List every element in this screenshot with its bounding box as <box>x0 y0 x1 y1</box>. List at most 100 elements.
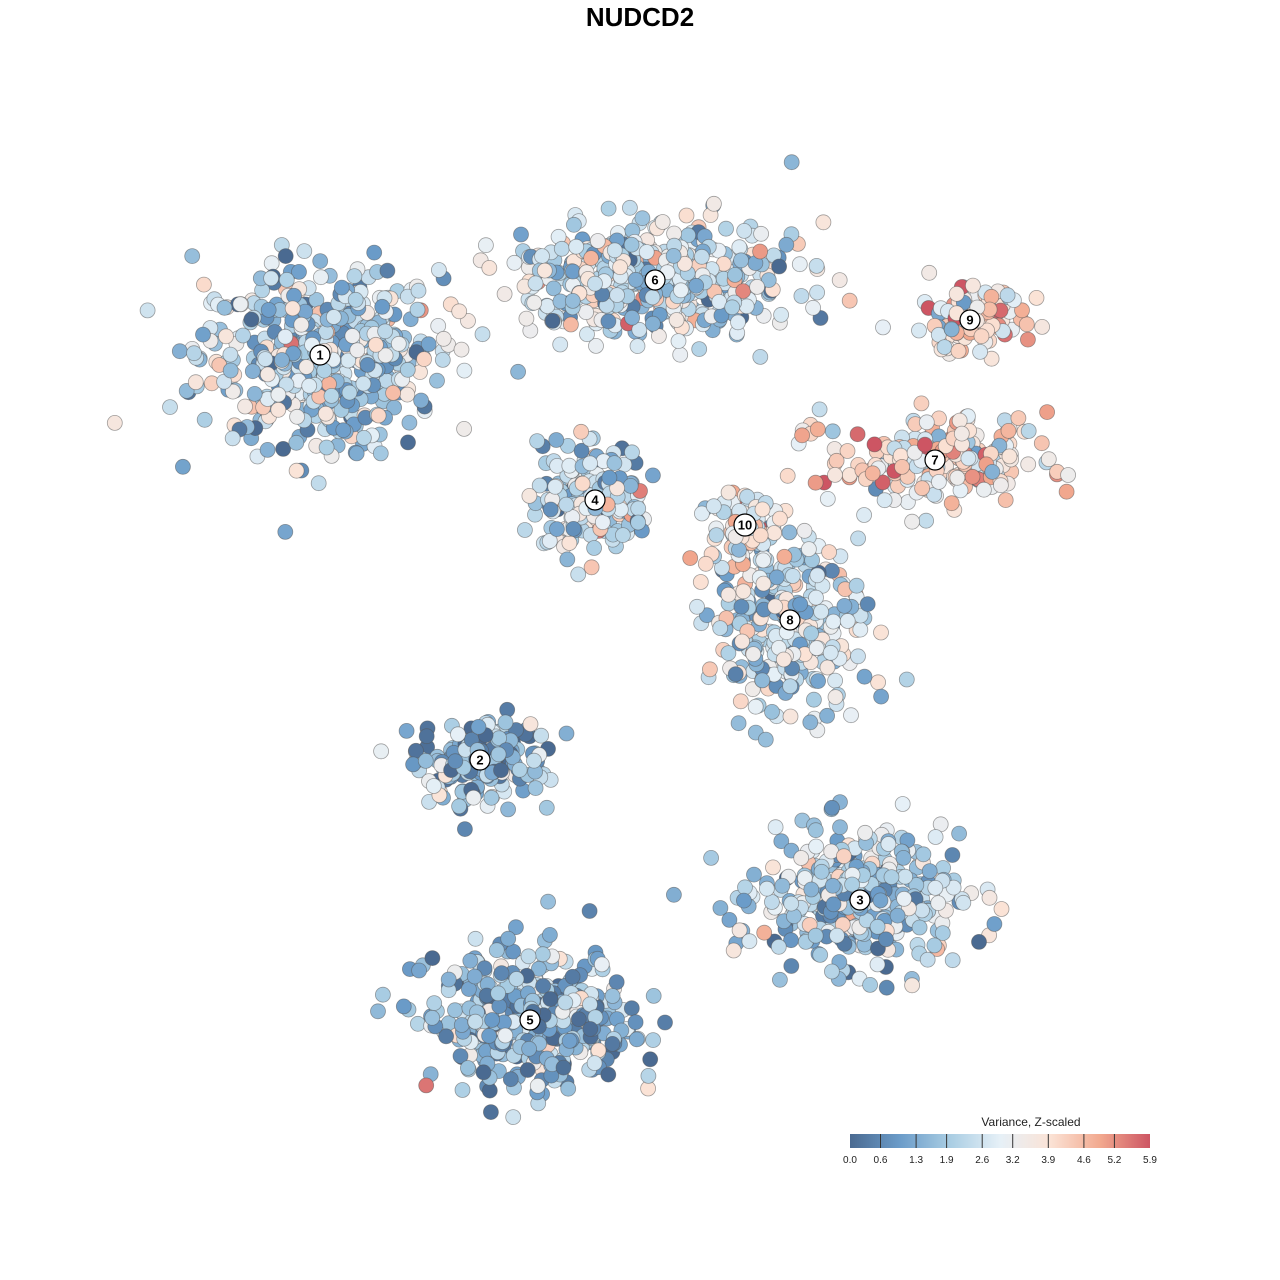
cell-point <box>944 847 961 863</box>
cell-point <box>372 445 389 462</box>
cell-point <box>589 233 606 249</box>
cell-point <box>506 254 523 271</box>
cell-point <box>678 207 695 224</box>
cell-point <box>812 947 829 963</box>
cell-point <box>542 991 559 1007</box>
cell-point <box>781 524 798 541</box>
cell-point <box>573 423 589 440</box>
cell-point <box>312 253 329 270</box>
cell-point <box>601 469 618 486</box>
cell-point <box>930 895 947 911</box>
cell-point <box>277 524 294 540</box>
cell-point <box>411 962 428 979</box>
cluster-label-text: 3 <box>856 893 863 908</box>
colorbar-tick-label: 3.9 <box>1041 1155 1055 1166</box>
cell-point <box>725 942 742 959</box>
cell-point <box>627 1014 644 1031</box>
cell-point <box>467 1013 484 1030</box>
cell-point <box>1010 410 1027 427</box>
colorbar-ticks: 0.0 0.6 1.3 1.9 2.6 3.2 3.9 4.6 5.2 5.9 <box>843 1134 1157 1166</box>
cell-point <box>844 876 860 893</box>
cell-point <box>456 420 473 437</box>
cluster-label-10: 10 <box>733 513 757 537</box>
cell-point <box>793 288 810 304</box>
cell-point <box>424 950 441 966</box>
cell-point <box>640 1068 657 1084</box>
cell-point <box>693 248 710 265</box>
cell-point <box>475 1064 492 1081</box>
cell-point <box>612 259 628 276</box>
cell-point <box>606 455 623 472</box>
colorbar-tick-label: 0.6 <box>874 1155 888 1166</box>
cell-point <box>558 496 575 513</box>
cell-point <box>549 521 565 537</box>
cell-point <box>527 780 544 796</box>
cluster-label-2: 2 <box>469 749 491 771</box>
cell-point <box>872 892 889 909</box>
colorbar-legend: Variance, Z-scaled 0.0 0.6 1.3 1.9 2.6 3.2 3.9… <box>843 1115 1157 1166</box>
cell-point <box>645 467 661 484</box>
cell-point <box>852 621 869 638</box>
cell-point <box>873 688 889 705</box>
cell-point <box>943 495 960 512</box>
cell-point <box>508 919 524 936</box>
cell-point <box>513 226 529 243</box>
cell-point <box>895 850 912 866</box>
cell-point <box>434 351 451 368</box>
cell-point <box>349 342 366 359</box>
cell-point <box>732 693 749 710</box>
cell-point <box>462 952 479 969</box>
cell-point <box>557 994 574 1011</box>
cell-point <box>752 527 769 544</box>
cell-point <box>615 527 631 543</box>
cell-point <box>809 567 826 584</box>
cell-point <box>440 971 457 988</box>
cell-point <box>731 239 748 256</box>
cell-point <box>390 335 407 352</box>
cell-point <box>355 429 372 446</box>
cell-point <box>284 300 301 317</box>
cell-point <box>914 480 930 497</box>
cell-point <box>519 1062 536 1078</box>
cell-point <box>341 384 358 401</box>
cell-point <box>541 533 558 549</box>
cell-point <box>310 475 327 492</box>
cell-point <box>911 919 928 936</box>
cell-point <box>538 799 555 816</box>
cell-point <box>665 247 682 264</box>
cell-point <box>277 248 294 265</box>
cell-point <box>581 903 598 919</box>
cell-point <box>689 598 705 615</box>
cell-point <box>694 505 710 522</box>
cell-point <box>366 244 383 261</box>
cell-point <box>395 998 412 1015</box>
cell-point <box>944 952 961 969</box>
cell-point <box>731 922 748 939</box>
cell-point <box>277 328 294 345</box>
cell-point <box>808 838 824 855</box>
cell-point <box>889 907 906 924</box>
cell-point <box>374 298 391 315</box>
cell-point <box>720 586 737 603</box>
cell-point <box>588 337 604 354</box>
cell-point <box>730 715 747 732</box>
cell-point <box>934 925 951 941</box>
cell-point <box>573 442 590 459</box>
cell-point <box>578 304 594 321</box>
cell-point <box>782 678 798 695</box>
cell-point <box>705 498 722 515</box>
cell-point <box>222 362 239 379</box>
cell-point <box>733 252 749 269</box>
cell-point <box>526 294 543 311</box>
cell-point <box>808 640 825 656</box>
cell-point <box>951 825 967 842</box>
cell-point <box>474 326 491 343</box>
cell-point <box>931 473 947 490</box>
cell-point <box>824 799 840 816</box>
cell-point <box>401 414 418 431</box>
cell-point <box>999 287 1016 304</box>
cell-point <box>670 333 687 350</box>
cell-point <box>808 589 824 606</box>
cell-point <box>259 366 276 383</box>
cell-point <box>600 200 617 217</box>
